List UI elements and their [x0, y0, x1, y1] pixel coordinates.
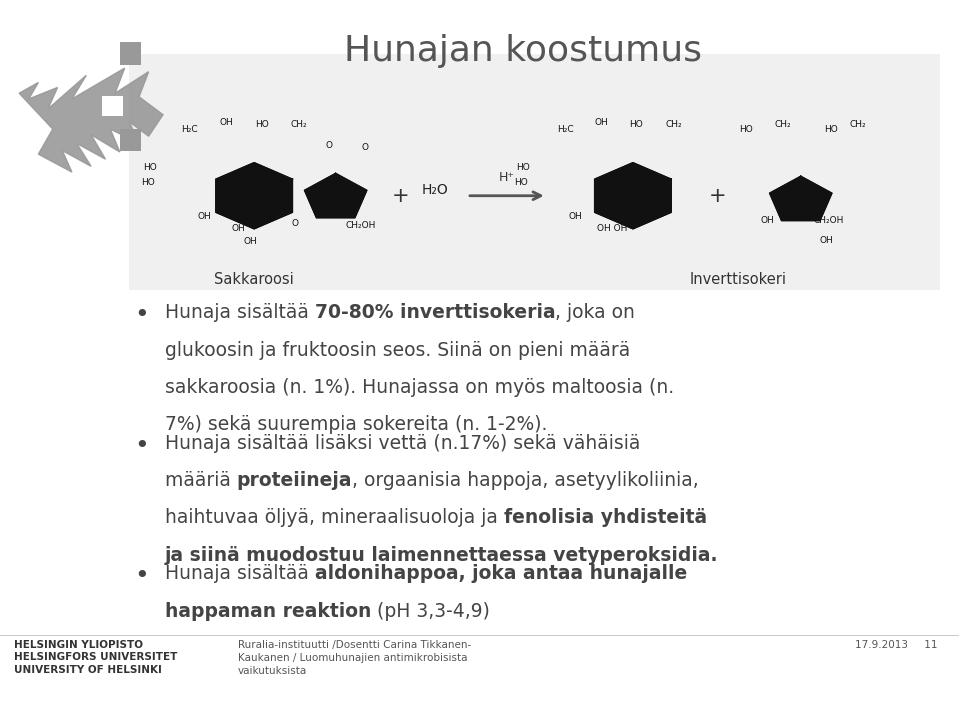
Text: OH: OH [232, 224, 246, 232]
Text: •: • [134, 434, 150, 457]
Text: Ruralia-instituutti /Dosentti Carina Tikkanen-
Kaukanen / Luomuhunajien antimikr: Ruralia-instituutti /Dosentti Carina Tik… [238, 640, 471, 676]
Text: OH: OH [244, 237, 257, 246]
Text: HO: HO [141, 179, 154, 187]
Text: H₂O: H₂O [422, 183, 449, 197]
Text: glukoosin ja fruktoosin seos. Siinä on pieni määrä: glukoosin ja fruktoosin seos. Siinä on p… [165, 341, 630, 359]
Text: Hunaja sisältää: Hunaja sisältää [165, 303, 315, 322]
Text: O: O [292, 219, 299, 228]
Text: HO: HO [255, 120, 269, 129]
Text: CH₂: CH₂ [850, 120, 867, 129]
Text: OH: OH [595, 118, 608, 127]
Text: H₂C: H₂C [557, 125, 574, 133]
Text: , joka on: , joka on [555, 303, 635, 322]
Text: OH: OH [760, 216, 774, 224]
Text: CH₂: CH₂ [774, 120, 791, 129]
Text: OH: OH [569, 212, 582, 221]
Text: HO: HO [825, 125, 838, 133]
Text: haihtuvaa öljyä, mineraalisuoloja ja: haihtuvaa öljyä, mineraalisuoloja ja [165, 508, 503, 527]
Polygon shape [770, 176, 831, 221]
Text: Hunaja sisältää lisäksi vettä (n.17%) sekä vähäisiä: Hunaja sisältää lisäksi vettä (n.17%) se… [165, 434, 641, 452]
Text: CH₂: CH₂ [291, 120, 308, 129]
Text: aldonihappoa, joka antaa hunajalle: aldonihappoa, joka antaa hunajalle [315, 564, 687, 583]
Text: CH₂: CH₂ [666, 120, 683, 129]
Text: HELSINGIN YLIOPISTO: HELSINGIN YLIOPISTO [14, 640, 144, 650]
Text: +: + [709, 186, 726, 206]
Text: Hunaja sisältää: Hunaja sisältää [165, 564, 315, 583]
Text: Sakkaroosi: Sakkaroosi [214, 272, 294, 288]
Text: HO: HO [143, 163, 156, 171]
Text: CH₂OH: CH₂OH [345, 221, 376, 229]
Polygon shape [305, 174, 366, 218]
Text: proteiineja: proteiineja [237, 471, 352, 490]
Text: O: O [362, 143, 369, 152]
Text: ja siinä muodostuu laimennettaessa vetyperoksidia.: ja siinä muodostuu laimennettaessa vetyp… [165, 546, 718, 564]
Text: HELSINGFORS UNIVERSITET: HELSINGFORS UNIVERSITET [14, 652, 177, 663]
Text: CH₂OH: CH₂OH [813, 216, 844, 224]
Text: H₂C: H₂C [181, 125, 199, 133]
Text: •: • [134, 303, 150, 327]
Text: (pH 3,3-4,9): (pH 3,3-4,9) [371, 602, 490, 620]
Text: HO: HO [629, 120, 643, 129]
Text: HO: HO [516, 163, 529, 171]
Text: +: + [392, 186, 409, 206]
Bar [129, 54, 940, 290]
Text: 70-80% inverttisokeria: 70-80% inverttisokeria [315, 303, 555, 322]
Text: HO: HO [739, 125, 753, 133]
Text: Inverttisokeri: Inverttisokeri [690, 272, 787, 288]
Text: , orgaanisia happoja, asetyylikoliinia,: , orgaanisia happoja, asetyylikoliinia, [352, 471, 699, 490]
Text: happaman reaktion: happaman reaktion [165, 602, 371, 620]
Text: määriä: määriä [165, 471, 237, 490]
Text: HO: HO [514, 179, 527, 187]
Text: •: • [134, 564, 150, 588]
Text: UNIVERSITY OF HELSINKI: UNIVERSITY OF HELSINKI [14, 665, 162, 675]
Text: OH OH: OH OH [596, 224, 627, 232]
Text: OH: OH [820, 236, 833, 244]
Bar [120, 129, 141, 151]
Text: OH: OH [220, 118, 233, 127]
Text: OH: OH [198, 212, 211, 221]
Polygon shape [216, 163, 292, 229]
Text: O: O [325, 141, 333, 150]
Bar [102, 96, 123, 116]
Polygon shape [595, 163, 671, 229]
Text: Hunajan koostumus: Hunajan koostumus [343, 34, 702, 68]
Text: 17.9.2013     11: 17.9.2013 11 [855, 640, 938, 650]
Polygon shape [19, 68, 163, 172]
Text: 7%) sekä suurempia sokereita (n. 1-2%).: 7%) sekä suurempia sokereita (n. 1-2%). [165, 415, 548, 434]
Bar [120, 42, 141, 65]
Text: H⁺: H⁺ [499, 171, 514, 184]
Text: fenolisia yhdisteitä: fenolisia yhdisteitä [503, 508, 707, 527]
Text: sakkaroosia (n. 1%). Hunajassa on myös maltoosia (n.: sakkaroosia (n. 1%). Hunajassa on myös m… [165, 378, 674, 397]
